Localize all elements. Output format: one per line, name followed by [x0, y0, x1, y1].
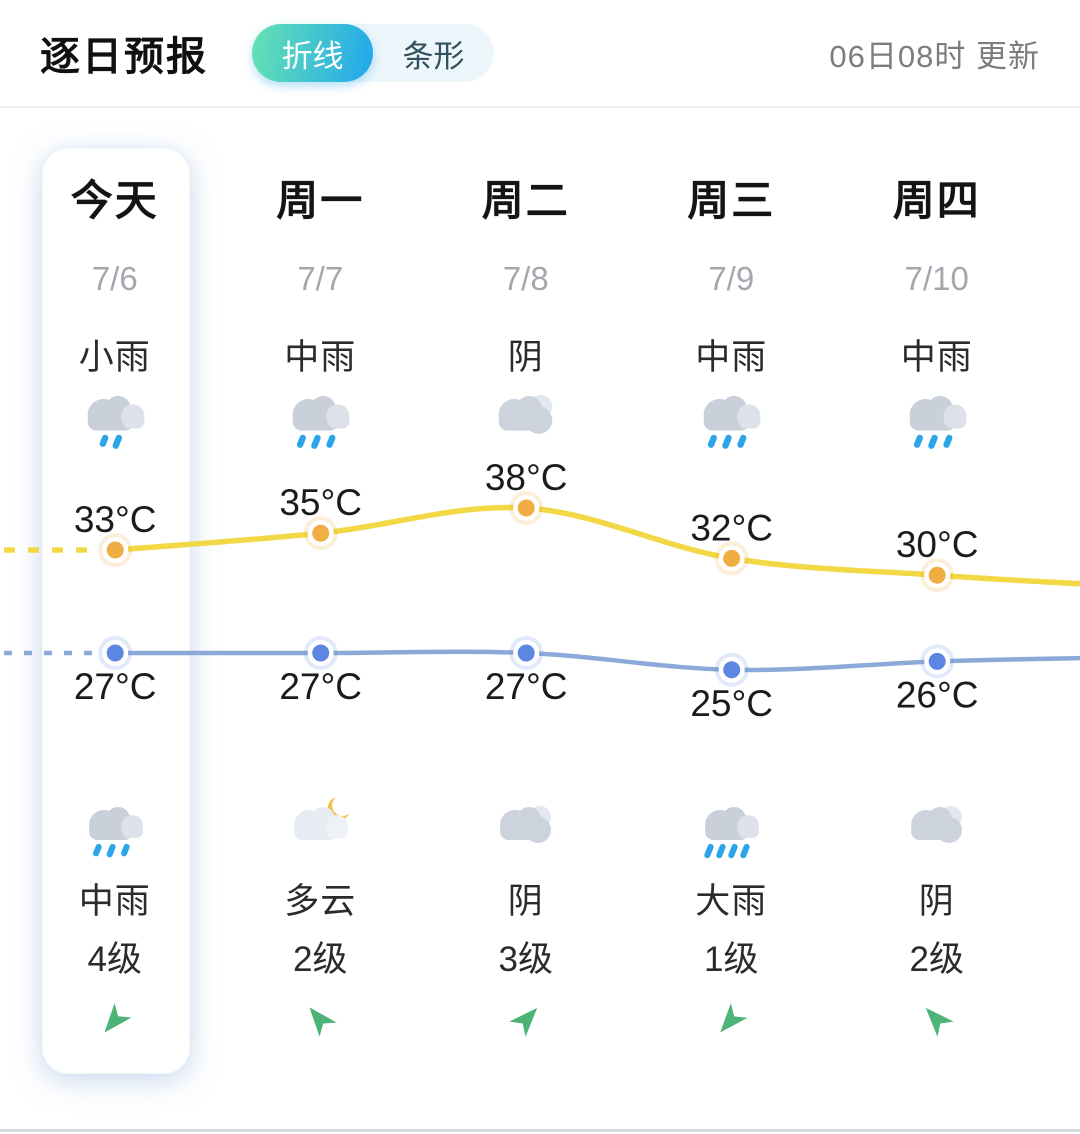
high-temp-point — [714, 541, 749, 576]
chart-spacer — [114, 458, 116, 744]
low-temp-point — [509, 636, 544, 670]
high-temp-label: 38°C — [485, 457, 568, 498]
night-weather-label: 多云 — [284, 881, 357, 921]
day-name-label: 周一 — [276, 176, 365, 224]
night-weather-label: 阴 — [918, 881, 955, 921]
day-weather-label: 中雨 — [695, 337, 768, 377]
day-name-label: 今天 — [70, 176, 159, 224]
high-temp-label: 33°C — [74, 499, 157, 540]
low-temp-point — [714, 652, 749, 687]
wind-level-label: 2级 — [909, 939, 964, 979]
chart-spacer — [319, 458, 321, 744]
day-weather-icon — [691, 378, 771, 458]
bottom-divider — [0, 1129, 1080, 1132]
wind-direction-icon — [84, 988, 146, 1050]
night-weather-label: 大雨 — [695, 881, 768, 921]
today-highlight-card — [42, 148, 190, 1074]
low-temp-point — [303, 636, 338, 670]
chart-spacer — [936, 458, 938, 744]
high-temp-label: 30°C — [896, 524, 979, 565]
day-weather-icon — [280, 378, 360, 458]
forecast-column[interactable]: 周一 7/7 中雨 多云 2级 — [218, 0, 424, 1134]
wind-direction-icon — [906, 988, 968, 1050]
low-temp-label: 26°C — [896, 674, 979, 715]
page-title: 逐日预报 — [40, 35, 208, 79]
update-time-label: 06日08时 更新 — [829, 38, 1040, 74]
forecast-column[interactable]: 周三 7/9 中雨 大雨 1级 — [629, 0, 835, 1134]
high-temp-point — [920, 558, 955, 593]
night-weather-icon — [693, 790, 769, 866]
forecast-column[interactable]: 周二 7/8 阴 阴 3级 — [423, 0, 629, 1134]
day-name-label: 周二 — [481, 176, 570, 224]
night-weather-icon — [488, 790, 564, 866]
wind-direction-icon — [495, 988, 557, 1050]
day-weather-icon — [75, 378, 155, 458]
high-temp-point — [509, 491, 544, 525]
night-weather-label: 中雨 — [78, 881, 151, 921]
header-bar: 逐日预报 折线 条形 06日08时 更新 — [0, 0, 1080, 108]
wind-level-label: 3级 — [498, 939, 553, 979]
low-temp-label: 25°C — [690, 683, 773, 724]
chart-spacer — [730, 458, 732, 744]
chart-spacer — [525, 458, 527, 744]
wind-level-label: 4级 — [87, 939, 142, 979]
date-label: 7/8 — [502, 260, 549, 297]
chart-type-toggle[interactable]: 折线 条形 — [252, 24, 494, 82]
high-temp-point — [303, 516, 338, 551]
high-temp-point — [98, 533, 133, 567]
toggle-line-option[interactable]: 折线 — [252, 24, 373, 82]
night-weather-icon — [77, 790, 153, 866]
low-temp-label: 27°C — [279, 666, 362, 707]
wind-level-label: 2级 — [293, 939, 348, 979]
high-temp-label: 35°C — [279, 482, 362, 523]
low-temp-label: 27°C — [74, 666, 157, 707]
wind-direction-icon — [289, 988, 351, 1050]
forecast-column[interactable]: 今天 7/6 小雨 中雨 4级 — [12, 0, 218, 1134]
night-weather-label: 阴 — [507, 881, 544, 921]
wind-level-label: 1级 — [704, 939, 759, 979]
date-label: 7/10 — [904, 260, 969, 297]
toggle-bar-option[interactable]: 条形 — [373, 24, 494, 82]
forecast-column[interactable]: 周四 7/10 中雨 阴 2级 — [834, 0, 1040, 1134]
temperature-chart: 33°C 35°C 38°C 32°C 30°C 27°C 27°C 27°C 25°C 26°C — [4, 457, 1080, 724]
day-name-label: 周三 — [687, 176, 776, 224]
low-temp-point — [98, 636, 133, 670]
date-label: 7/9 — [708, 260, 755, 297]
night-weather-icon — [899, 790, 975, 866]
night-weather-icon — [282, 790, 358, 866]
high-temp-label: 32°C — [690, 507, 773, 548]
day-weather-icon — [897, 378, 977, 458]
forecast-columns: 今天 7/6 小雨 中雨 4级 周一 7/7 中雨 多云 2级 周二 7/8 阴 — [12, 0, 1068, 1134]
day-weather-label: 中雨 — [900, 337, 973, 377]
date-label: 7/7 — [297, 260, 344, 297]
low-temp-label: 27°C — [485, 666, 568, 707]
day-weather-label: 阴 — [507, 337, 544, 377]
day-name-label: 周四 — [892, 176, 981, 224]
low-temp-point — [920, 644, 955, 679]
day-weather-label: 小雨 — [78, 337, 151, 377]
day-weather-label: 中雨 — [284, 337, 357, 377]
day-weather-icon — [486, 378, 566, 458]
date-label: 7/6 — [91, 260, 138, 297]
wind-direction-icon — [700, 988, 762, 1050]
